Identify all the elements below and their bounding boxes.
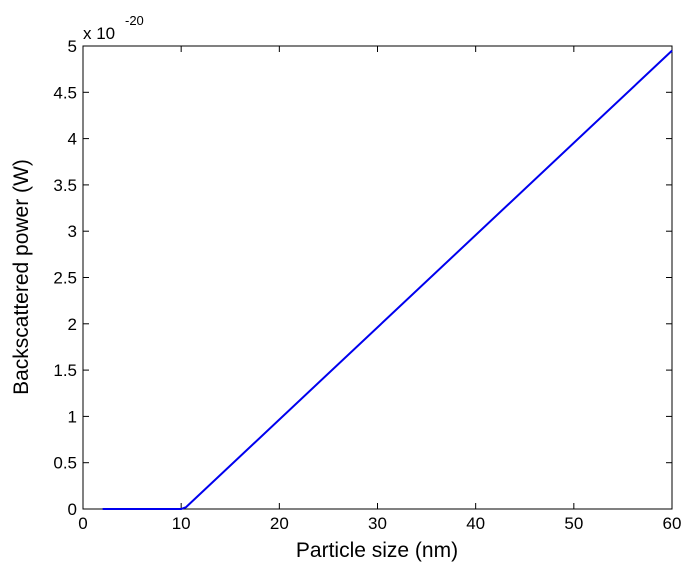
y-tick-label: 1 <box>68 407 77 426</box>
y-exponent-power: -20 <box>125 13 144 28</box>
y-tick-label: 2.5 <box>53 269 77 288</box>
y-exponent-base: x 10 <box>83 24 115 43</box>
y-tick-label: 0 <box>68 500 77 519</box>
y-tick-label: 1.5 <box>53 361 77 380</box>
y-axis-ticks: 0 0.5 1 1.5 2 2.5 3 3.5 4 4.5 5 <box>53 37 672 519</box>
x-tick-label: 60 <box>663 514 682 533</box>
y-tick-label: 4.5 <box>53 83 77 102</box>
y-tick-label: 2 <box>68 315 77 334</box>
plot-area <box>82 45 673 510</box>
y-tick-label: 3 <box>68 222 77 241</box>
x-tick-label: 30 <box>368 514 387 533</box>
x-tick-label: 40 <box>466 514 485 533</box>
x-tick-label: 0 <box>78 514 87 533</box>
x-tick-label: 10 <box>172 514 191 533</box>
x-tick-label: 50 <box>564 514 583 533</box>
series-layer <box>102 49 673 510</box>
x-axis-ticks: 0 10 20 30 40 50 60 <box>78 46 681 533</box>
x-axis-label: Particle size (nm) <box>296 539 458 562</box>
x-tick-label: 20 <box>270 514 289 533</box>
y-tick-label: 5 <box>68 37 77 56</box>
y-tick-label: 4 <box>68 130 77 149</box>
y-tick-label: 0.5 <box>53 454 77 473</box>
y-axis-label: Backscattered power (W) <box>10 159 33 395</box>
y-tick-label: 3.5 <box>53 176 77 195</box>
series-line <box>102 49 673 510</box>
